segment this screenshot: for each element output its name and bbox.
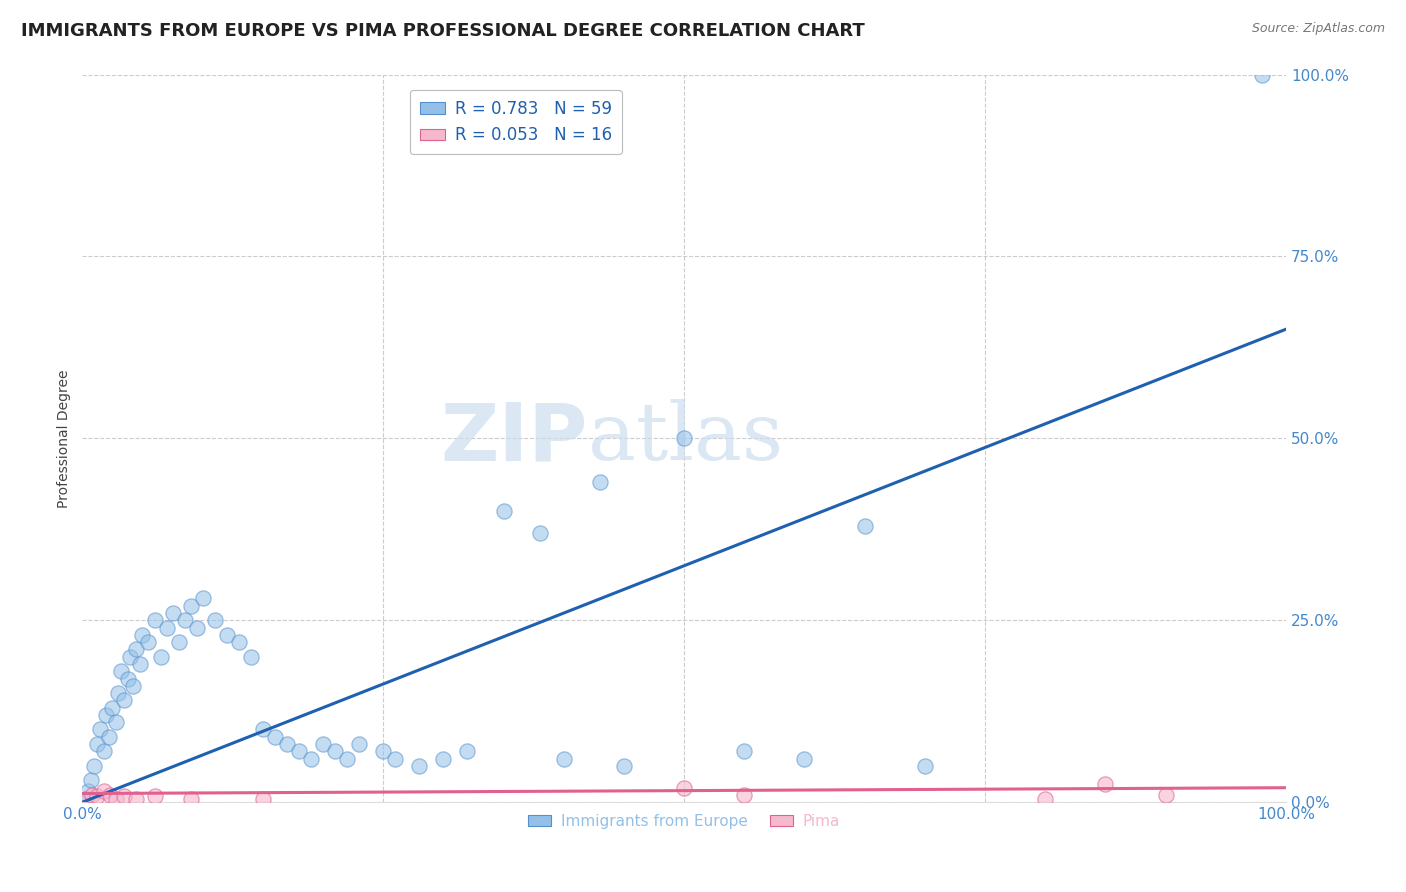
Point	[112, 693, 135, 707]
Point	[1154, 788, 1177, 802]
Point	[149, 649, 172, 664]
Point	[75, 791, 97, 805]
Point	[215, 628, 238, 642]
Point	[129, 657, 152, 671]
Text: ZIP: ZIP	[440, 400, 588, 477]
Point	[456, 744, 478, 758]
Point	[155, 621, 177, 635]
Point	[93, 784, 115, 798]
Point	[186, 621, 208, 635]
Point	[276, 737, 298, 751]
Text: atlas: atlas	[588, 400, 783, 477]
Point	[110, 665, 132, 679]
Point	[252, 723, 274, 737]
Point	[162, 606, 184, 620]
Point	[112, 789, 135, 804]
Text: IMMIGRANTS FROM EUROPE VS PIMA PROFESSIONAL DEGREE CORRELATION CHART: IMMIGRANTS FROM EUROPE VS PIMA PROFESSIO…	[21, 22, 865, 40]
Point	[125, 791, 148, 805]
Point	[77, 784, 100, 798]
Point	[89, 723, 111, 737]
Point	[432, 751, 454, 765]
Point	[125, 642, 148, 657]
Point	[131, 628, 153, 642]
Point	[93, 744, 115, 758]
Point	[1094, 777, 1116, 791]
Point	[673, 431, 696, 445]
Point	[914, 759, 936, 773]
Point	[336, 751, 359, 765]
Point	[117, 672, 139, 686]
Point	[264, 730, 287, 744]
Point	[86, 789, 108, 804]
Point	[120, 649, 142, 664]
Point	[793, 751, 815, 765]
Point	[589, 475, 612, 489]
Point	[80, 788, 103, 802]
Point	[191, 591, 214, 606]
Point	[613, 759, 636, 773]
Point	[107, 686, 129, 700]
Point	[167, 635, 190, 649]
Point	[733, 744, 755, 758]
Point	[86, 737, 108, 751]
Point	[98, 788, 121, 802]
Point	[173, 613, 195, 627]
Point	[673, 780, 696, 795]
Point	[104, 791, 127, 805]
Text: Source: ZipAtlas.com: Source: ZipAtlas.com	[1251, 22, 1385, 36]
Point	[323, 744, 346, 758]
Point	[529, 526, 551, 541]
Point	[204, 613, 226, 627]
Point	[553, 751, 575, 765]
Point	[97, 730, 120, 744]
Point	[101, 700, 124, 714]
Y-axis label: Professional Degree: Professional Degree	[58, 369, 72, 508]
Point	[180, 791, 202, 805]
Point	[228, 635, 250, 649]
Point	[1033, 791, 1056, 805]
Point	[299, 751, 322, 765]
Point	[347, 737, 370, 751]
Point	[408, 759, 430, 773]
Point	[104, 715, 127, 730]
Legend: Immigrants from Europe, Pima: Immigrants from Europe, Pima	[523, 807, 846, 835]
Point	[143, 613, 166, 627]
Point	[288, 744, 311, 758]
Point	[733, 788, 755, 802]
Point	[853, 518, 876, 533]
Point	[80, 773, 103, 788]
Point	[121, 679, 143, 693]
Point	[138, 635, 160, 649]
Point	[1251, 68, 1274, 82]
Point	[239, 649, 262, 664]
Point	[96, 707, 118, 722]
Point	[312, 737, 335, 751]
Point	[373, 744, 395, 758]
Point	[83, 759, 105, 773]
Point	[252, 791, 274, 805]
Point	[492, 504, 515, 518]
Point	[143, 789, 166, 804]
Point	[384, 751, 406, 765]
Point	[75, 791, 97, 805]
Point	[180, 599, 202, 613]
